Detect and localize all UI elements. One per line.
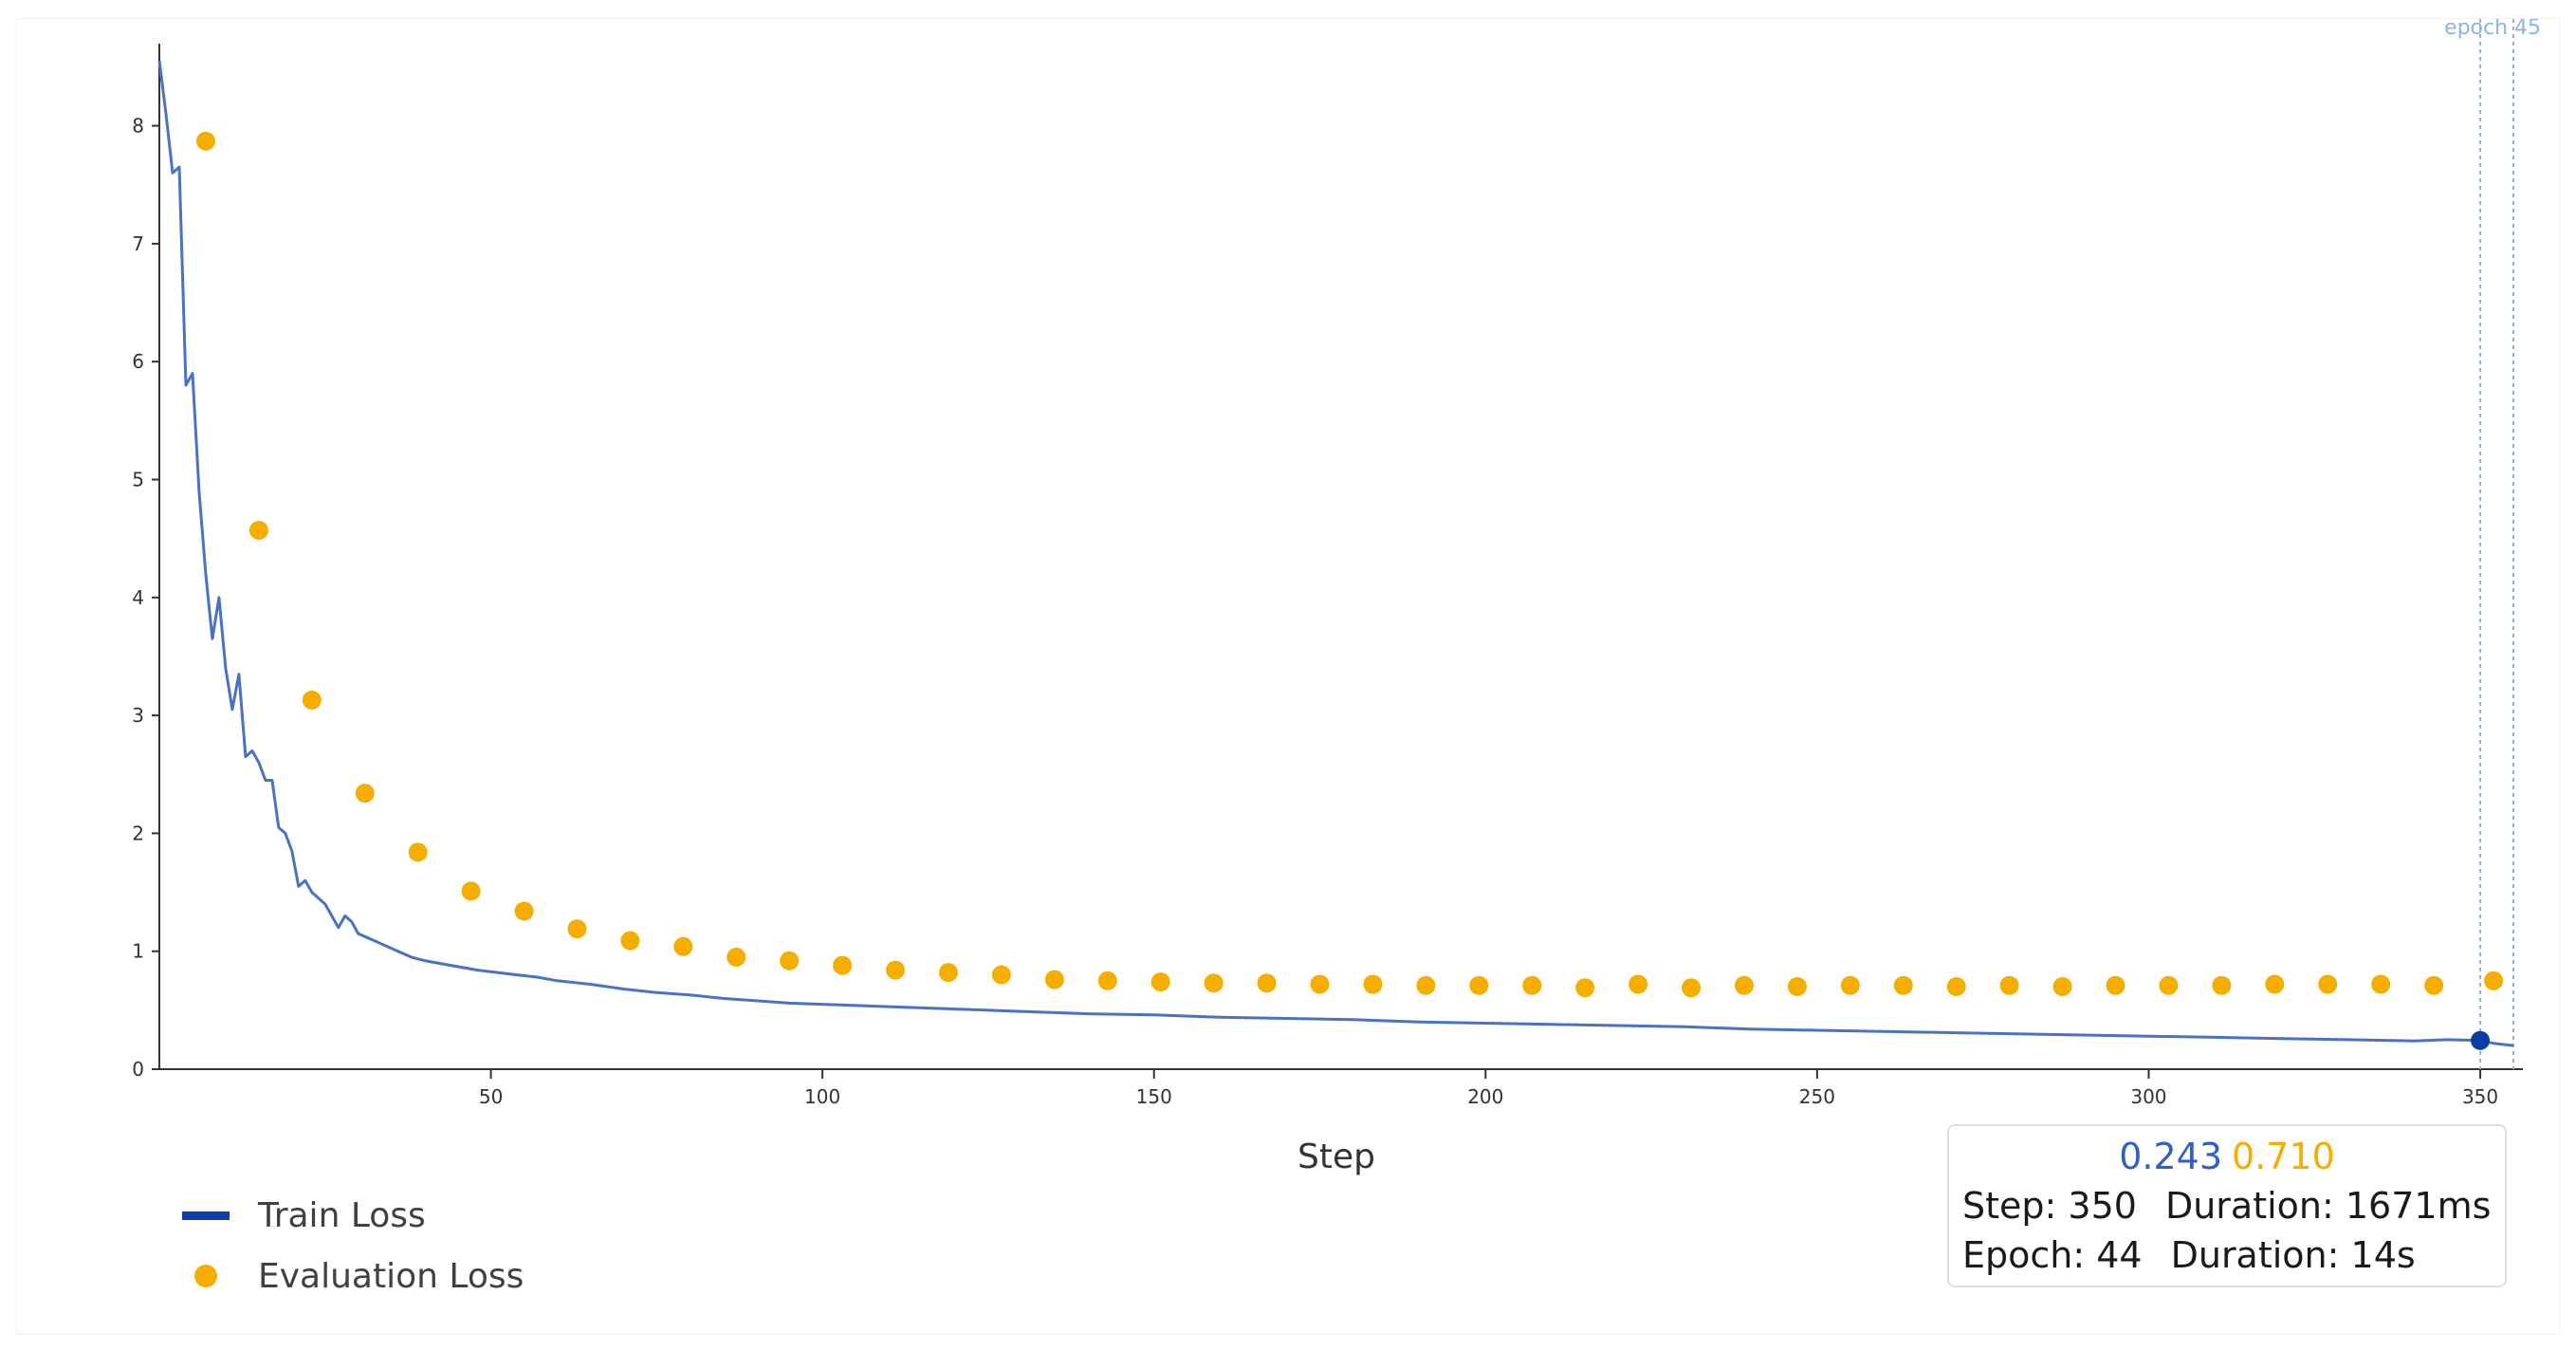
loss-chart: 0 1 2 3 4 5 6 7 8 50 100 150 200 250 300 350 epoch 45 S… (132, 19, 2541, 1176)
y-tick-label: 4 (132, 586, 144, 609)
legend-eval-label: Evaluation Loss (258, 1256, 524, 1296)
tooltip-epoch-duration: Duration: 14s (2170, 1234, 2416, 1276)
eval-loss-point (355, 784, 375, 804)
eval-loss-point (1946, 976, 1966, 996)
eval-loss-point (673, 936, 693, 956)
legend: Train Loss Evaluation Loss (182, 1185, 524, 1306)
eval-loss-point (833, 955, 853, 975)
eval-loss-point (780, 951, 800, 971)
eval-loss-point (1097, 971, 1117, 990)
x-tick-label: 50 (479, 1085, 503, 1108)
y-tick-label: 8 (132, 115, 144, 138)
eval-loss-point (727, 947, 746, 967)
x-tick-label: 350 (2462, 1085, 2498, 1108)
chart-panel: 0 1 2 3 4 5 6 7 8 50 100 150 200 250 300 350 epoch 45 S… (17, 19, 2559, 1334)
x-tick-label: 300 (2130, 1085, 2166, 1108)
eval-loss-point (461, 881, 481, 901)
eval-loss-point (1204, 973, 1224, 993)
legend-item-evaluation-loss[interactable]: Evaluation Loss (182, 1246, 524, 1306)
y-tick-label: 5 (132, 468, 144, 490)
tooltip-train-value: 0.243 (2119, 1136, 2222, 1177)
eval-loss-point (1893, 975, 1913, 995)
x-tick-label: 150 (1136, 1085, 1172, 1108)
legend-train-label: Train Loss (258, 1195, 426, 1235)
eval-loss-point (620, 931, 640, 951)
eval-loss-point (2265, 974, 2285, 994)
eval-loss-point (1150, 972, 1170, 992)
eval-loss-point (1044, 970, 1064, 989)
tooltip-epoch: Epoch: 44 (1962, 1234, 2143, 1276)
evaluation-loss-swatch (194, 1265, 217, 1287)
eval-loss-point (2484, 971, 2504, 990)
eval-loss-point (514, 901, 534, 921)
eval-loss-point (1416, 975, 1436, 995)
eval-loss-point (567, 919, 587, 939)
y-tick-label: 7 (132, 232, 144, 255)
eval-loss-point (2106, 975, 2125, 995)
train-loss-line (157, 61, 2514, 1047)
tooltip-step: Step: 350 (1962, 1185, 2137, 1227)
eval-loss-point (938, 963, 958, 983)
eval-loss-point (408, 842, 428, 862)
evaluation-loss-series[interactable] (195, 131, 2504, 998)
eval-loss-point (195, 131, 215, 151)
eval-loss-point (2318, 974, 2338, 994)
eval-loss-point (1257, 973, 1277, 993)
eval-loss-point (991, 965, 1011, 985)
tick-marks: 0 1 2 3 4 5 6 7 8 50 100 150 200 250 300 350 (132, 115, 2498, 1108)
eval-loss-point (1575, 978, 1595, 998)
eval-loss-point (2424, 975, 2444, 995)
eval-loss-point (1682, 978, 1702, 998)
eval-loss-point (2212, 975, 2232, 995)
eval-loss-point (1522, 975, 1542, 995)
epoch-markers: epoch 45 (2444, 19, 2541, 1069)
tooltip-step-duration: Duration: 1671ms (2164, 1185, 2492, 1227)
eval-loss-point (302, 690, 322, 710)
x-tick-label: 100 (804, 1085, 840, 1108)
hover-layer (2471, 1030, 2491, 1050)
eval-loss-point (2159, 975, 2179, 995)
train-loss-series (157, 61, 2514, 1047)
tooltip-values: 0.243 0.710 (1949, 1136, 2505, 1177)
y-tick-label: 2 (132, 822, 144, 844)
tooltip-epoch-row: Epoch: 44 Duration: 14s (1949, 1234, 2505, 1276)
eval-loss-point (2052, 976, 2072, 996)
epoch-marker-label: epoch 45 (2444, 19, 2541, 40)
eval-loss-point (1628, 974, 1648, 994)
tooltip-eval-value: 0.710 (2232, 1136, 2335, 1177)
x-axis-title: Step (1297, 1137, 1375, 1176)
x-tick-label: 250 (1799, 1085, 1835, 1108)
legend-item-train-loss[interactable]: Train Loss (182, 1185, 524, 1246)
tooltip-step-row: Step: 350 Duration: 1671ms (1949, 1185, 2505, 1227)
eval-loss-point (248, 520, 268, 540)
y-tick-label: 6 (132, 350, 144, 373)
eval-loss-point (2371, 974, 2391, 994)
hover-tooltip: 0.243 0.710 Step: 350 Duration: 1671ms Epo… (1947, 1124, 2507, 1287)
y-tick-label: 0 (132, 1058, 144, 1081)
eval-loss-point (1363, 974, 1383, 994)
eval-loss-point (886, 960, 906, 980)
hover-point (2471, 1030, 2491, 1050)
axes (158, 44, 2523, 1070)
eval-loss-point (1734, 975, 1754, 995)
train-loss-swatch (182, 1211, 230, 1220)
eval-loss-point (1840, 975, 1860, 995)
eval-loss-point (1310, 974, 1330, 994)
x-tick-label: 200 (1467, 1085, 1503, 1108)
eval-loss-point (1787, 976, 1807, 996)
y-tick-label: 3 (132, 704, 144, 727)
y-tick-label: 1 (132, 940, 144, 963)
eval-loss-point (1999, 975, 2019, 995)
eval-loss-point (1469, 975, 1489, 995)
